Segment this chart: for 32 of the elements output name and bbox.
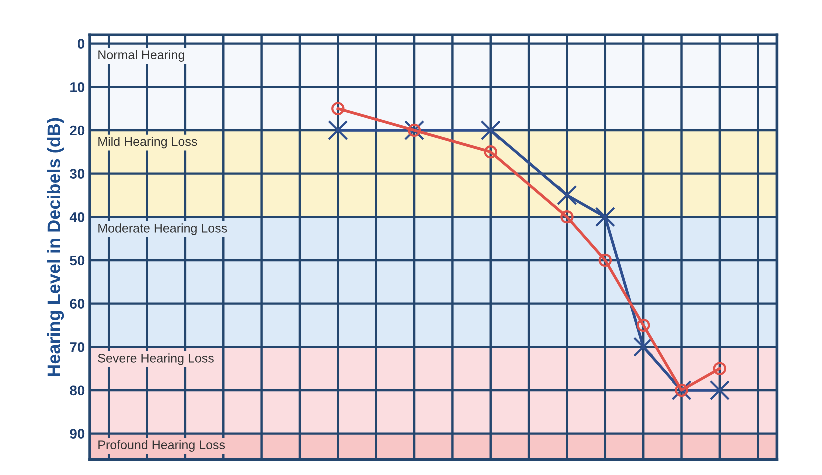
y-axis-title: Hearing Level in Decibels (dB) (47, 118, 64, 376)
point (408, 124, 422, 138)
point (672, 380, 692, 401)
point (598, 254, 612, 268)
point (710, 380, 730, 401)
point (328, 120, 348, 141)
point (404, 120, 425, 141)
point (480, 120, 501, 141)
point (675, 384, 688, 398)
band-label: Normal Hearing (98, 50, 184, 62)
point (634, 337, 654, 358)
point (636, 318, 650, 332)
y-tick-label: 40 (70, 212, 85, 222)
band-label: Severe Hearing Loss (98, 354, 214, 366)
y-tick-label: 80 (70, 386, 85, 396)
y-tick-label: 70 (70, 342, 85, 352)
point (484, 146, 498, 159)
y-tick-label: 90 (70, 429, 85, 439)
y-tick-label: 50 (70, 256, 85, 266)
point (713, 362, 727, 376)
band-label: Profound Hearing Loss (98, 440, 226, 452)
point (595, 207, 616, 228)
y-tick-label: 20 (70, 126, 85, 136)
y-tick-label: 0 (78, 39, 85, 49)
point (332, 102, 345, 116)
y-tick-label: 30 (70, 169, 85, 179)
band-label: Moderate Hearing Loss (98, 224, 228, 236)
point (557, 185, 578, 206)
y-tick-label: 60 (70, 299, 85, 309)
point (560, 210, 574, 224)
band-label: Mild Hearing Loss (98, 136, 198, 149)
y-tick-label: 10 (70, 82, 85, 92)
